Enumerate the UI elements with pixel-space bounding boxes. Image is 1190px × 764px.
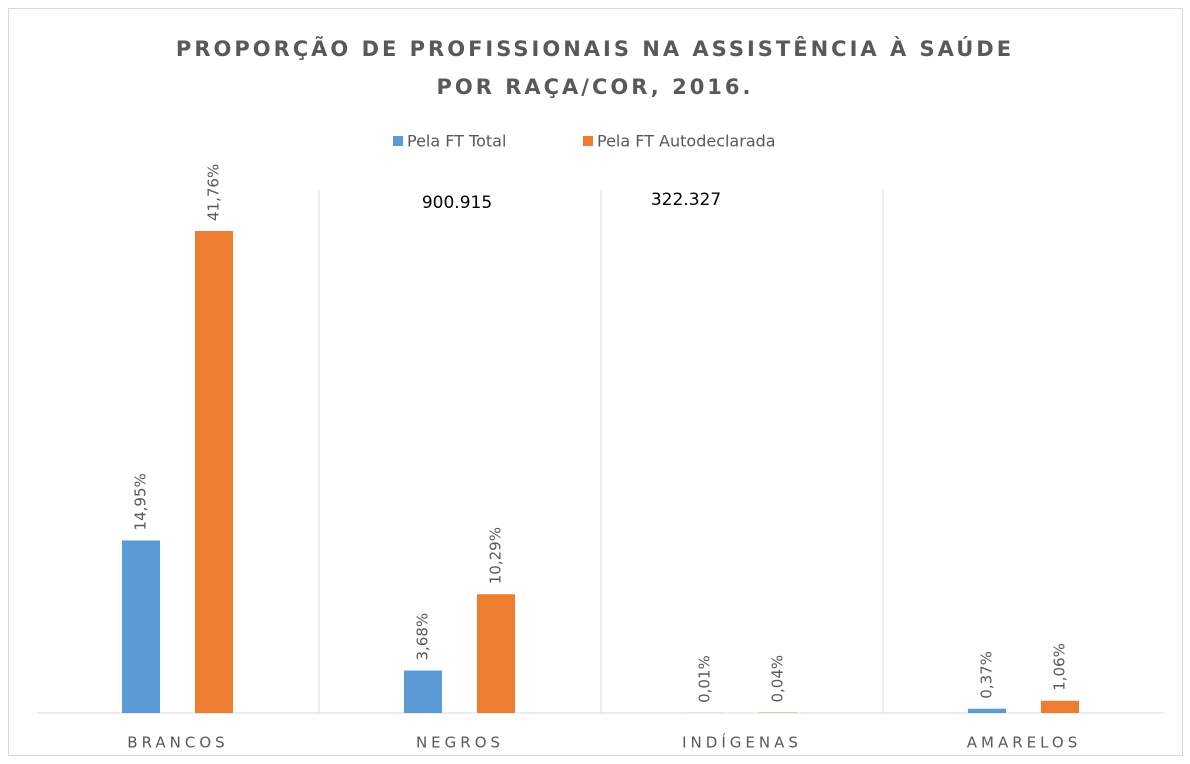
data-label: 10,29% — [487, 527, 505, 584]
bar — [122, 540, 160, 713]
chart-title: POR RAÇA/COR, 2016. — [436, 75, 753, 99]
x-tick-label: BRANCOS — [127, 734, 228, 752]
x-tick-label: INDÍGENAS — [682, 733, 802, 752]
bar — [968, 708, 1006, 713]
data-label: 1,06% — [1051, 643, 1069, 691]
annotation: 900.915 — [422, 193, 492, 213]
bar — [477, 594, 515, 713]
legend-swatch — [583, 136, 593, 146]
x-tick-label: NEGROS — [416, 734, 504, 752]
data-label: 14,95% — [132, 473, 150, 530]
annotation: 322.327 — [651, 190, 721, 210]
data-label: 3,68% — [414, 613, 432, 661]
legend-label: Pela FT Autodeclarada — [597, 132, 776, 151]
legend-label: Pela FT Total — [407, 132, 506, 151]
x-tick-label: AMARELOS — [967, 734, 1082, 752]
bar — [195, 231, 233, 713]
legend-swatch — [393, 136, 403, 146]
bar — [1041, 700, 1079, 713]
data-label: 41,76% — [205, 164, 223, 221]
chart-frame — [8, 8, 1183, 756]
chart-title: PROPORÇÃO DE PROFISSIONAIS NA ASSISTÊNCI… — [176, 36, 1014, 61]
bar — [404, 670, 442, 713]
data-label: 0,37% — [978, 651, 996, 699]
data-label: 0,01% — [696, 655, 714, 703]
data-label: 0,04% — [769, 655, 787, 703]
